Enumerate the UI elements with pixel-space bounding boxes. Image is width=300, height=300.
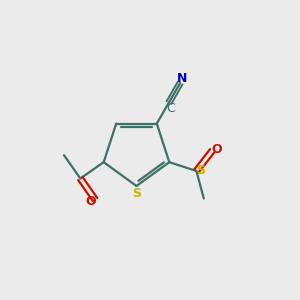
Text: S: S (132, 187, 141, 200)
Text: O: O (212, 143, 222, 156)
Text: O: O (85, 194, 96, 208)
Text: C: C (166, 101, 175, 115)
Text: S: S (196, 164, 206, 177)
Text: N: N (176, 72, 187, 85)
